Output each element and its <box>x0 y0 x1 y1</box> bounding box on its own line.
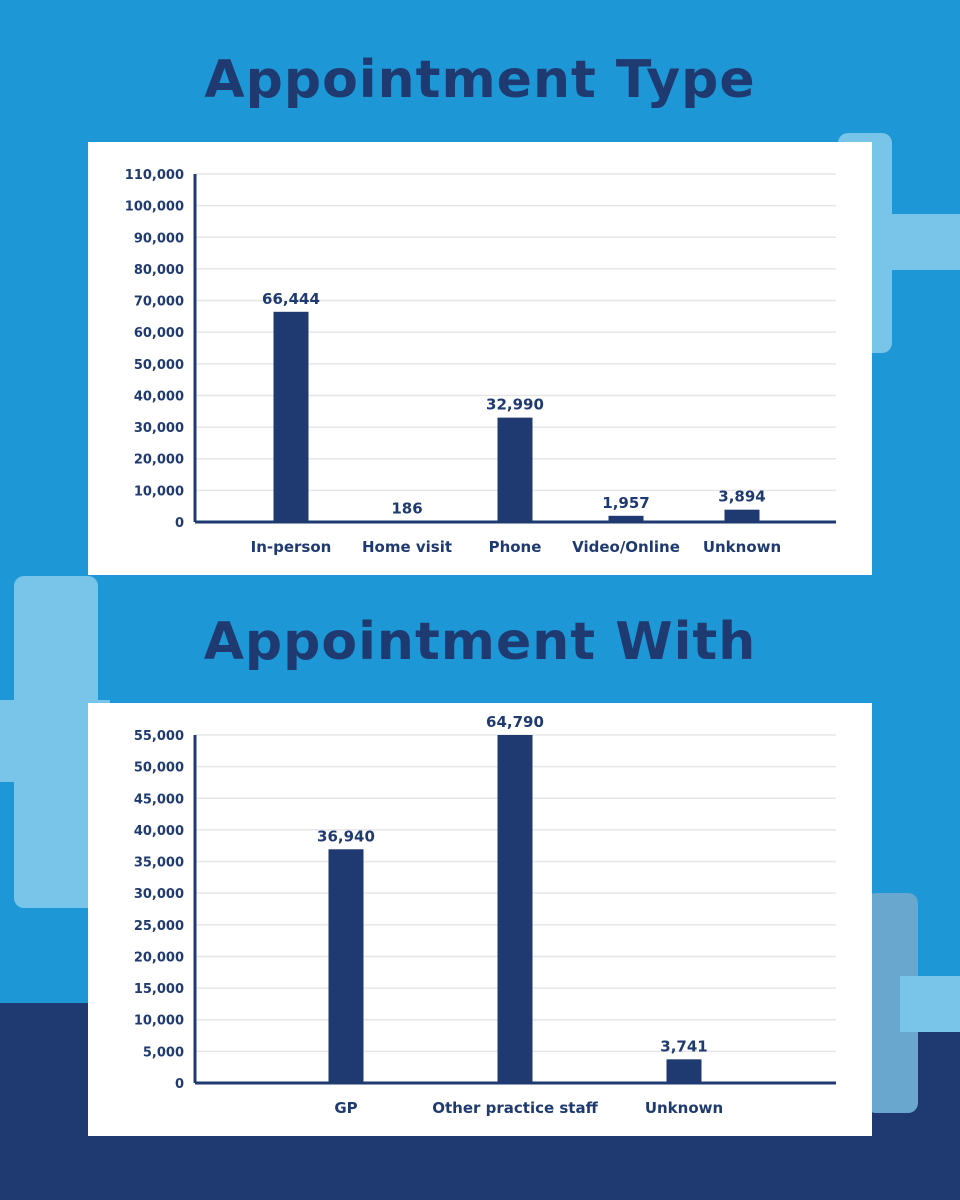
bar <box>328 849 364 1083</box>
y-tick-label: 55,000 <box>134 729 184 744</box>
y-tick-label: 40,000 <box>134 824 184 839</box>
bar <box>497 735 533 1083</box>
data-label: 66,444 <box>262 290 320 308</box>
chart-title: Appointment With <box>203 612 757 672</box>
category-label: Video/Online <box>572 538 680 556</box>
y-tick-label: 80,000 <box>134 263 184 278</box>
data-label: 3,894 <box>718 488 765 506</box>
bar <box>724 509 760 522</box>
y-tick-label: 50,000 <box>134 761 184 776</box>
y-tick-label: 10,000 <box>134 1014 184 1029</box>
y-tick-label: 60,000 <box>134 326 184 341</box>
bar <box>389 521 425 522</box>
y-tick-label: 25,000 <box>134 919 184 934</box>
y-tick-label: 15,000 <box>134 982 184 997</box>
data-label: 64,790 <box>486 713 544 731</box>
y-tick-label: 90,000 <box>134 231 184 246</box>
y-tick-label: 5,000 <box>143 1045 184 1060</box>
y-tick-label: 0 <box>175 1077 184 1092</box>
category-label: Phone <box>489 538 542 556</box>
category-label: Unknown <box>703 538 781 556</box>
bar <box>497 417 533 522</box>
y-tick-label: 40,000 <box>134 389 184 404</box>
data-label: 36,940 <box>317 827 375 845</box>
deco-shape <box>900 976 960 1032</box>
y-tick-label: 20,000 <box>134 950 184 965</box>
category-label: Other practice staff <box>432 1099 598 1117</box>
y-tick-label: 30,000 <box>134 421 184 436</box>
y-tick-label: 0 <box>175 516 184 531</box>
bar <box>608 515 644 522</box>
category-label: Unknown <box>645 1099 723 1117</box>
data-label: 1,957 <box>602 494 649 512</box>
y-tick-label: 50,000 <box>134 358 184 373</box>
data-label: 32,990 <box>486 396 544 414</box>
y-tick-label: 45,000 <box>134 792 184 807</box>
bar <box>666 1059 702 1083</box>
y-tick-label: 10,000 <box>134 484 184 499</box>
y-tick-label: 70,000 <box>134 295 184 310</box>
deco-shape <box>870 214 960 270</box>
category-label: Home visit <box>362 538 452 556</box>
category-label: In-person <box>251 538 332 556</box>
chart-title: Appointment Type <box>204 50 756 110</box>
y-tick-label: 110,000 <box>125 168 184 183</box>
y-tick-label: 35,000 <box>134 856 184 871</box>
data-label: 186 <box>391 499 422 517</box>
category-label: GP <box>334 1099 357 1117</box>
y-tick-label: 100,000 <box>125 200 184 215</box>
y-tick-label: 30,000 <box>134 887 184 902</box>
chart-panel: 0 5,000 10,000 15,000 20,000 25,000 30,000 35,0… <box>88 703 872 1136</box>
bar-chart: 0 10,000 20,000 30,000 40,000 50,000 60,000 70,… <box>125 168 836 556</box>
data-label: 3,741 <box>660 1037 707 1055</box>
chart-panel: 0 10,000 20,000 30,000 40,000 50,000 60,000 70,… <box>88 142 872 575</box>
bar <box>273 311 309 522</box>
y-tick-label: 20,000 <box>134 453 184 468</box>
bar-chart: 0 5,000 10,000 15,000 20,000 25,000 30,000 35,0… <box>134 713 836 1117</box>
